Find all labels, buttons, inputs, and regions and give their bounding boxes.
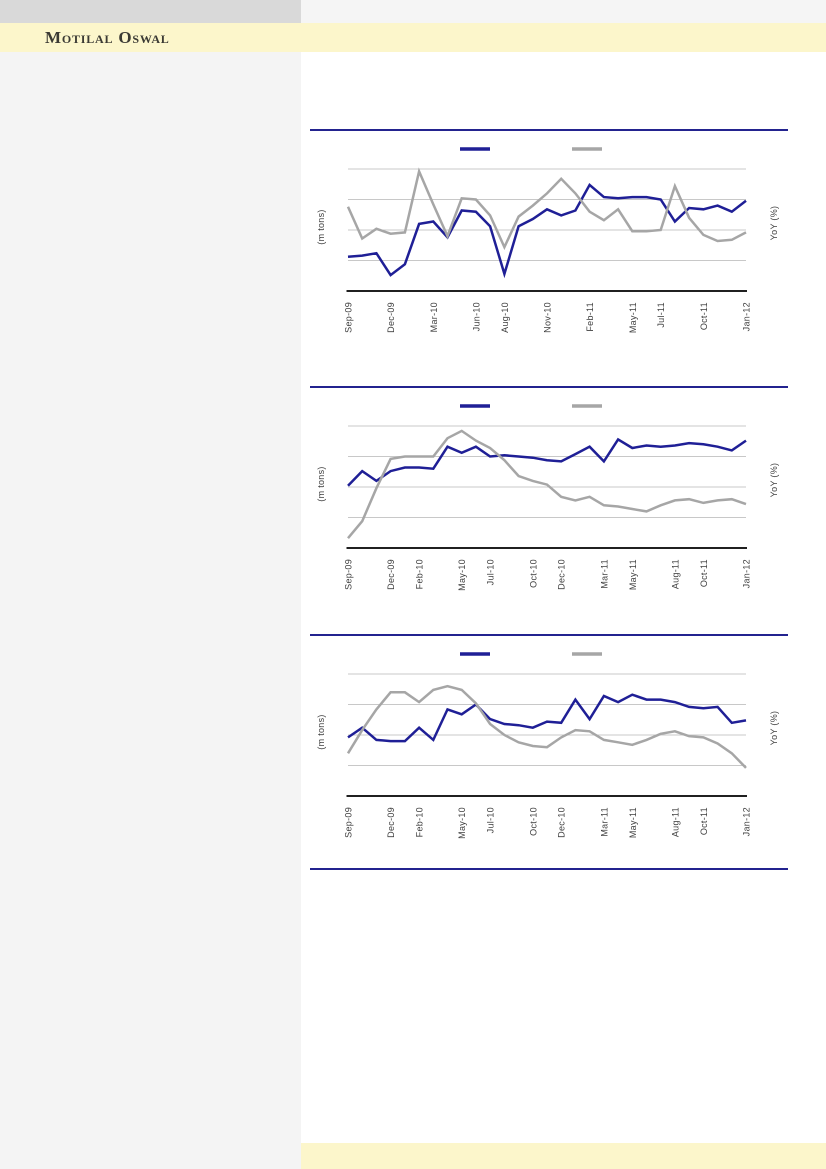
series-line-navy xyxy=(347,693,747,743)
x-axis-tick-label: Feb-11 xyxy=(585,302,595,332)
x-axis-tick-label: Aug-11 xyxy=(670,559,680,589)
section-divider-line xyxy=(310,868,788,870)
x-axis-tick-label: May-11 xyxy=(628,302,638,333)
series-line-gray xyxy=(346,684,747,769)
x-axis-tick-label: Dec-09 xyxy=(386,302,396,333)
x-axis-tick-label: Sep-09 xyxy=(344,559,354,590)
series-line-gray xyxy=(347,429,747,540)
series-line-navy xyxy=(347,437,747,487)
x-axis-tick-label: Sep-09 xyxy=(344,302,354,333)
brand-logo-text: Motilal Oswal xyxy=(45,28,170,47)
x-axis-tick-label: May-11 xyxy=(628,807,638,838)
chart-canvas: Sep-09 Dec-09 Feb-10 May-10 Jul-10 Oct-10 Dec-… xyxy=(316,404,779,591)
x-axis-tick-label: Oct-10 xyxy=(528,807,538,836)
y-axis-label-left: (m tons) xyxy=(316,714,326,749)
x-axis-tick-label: Dec-10 xyxy=(557,559,567,590)
x-axis-tick-label: Oct-10 xyxy=(528,559,538,588)
x-axis-tick-label: Jan-12 xyxy=(742,559,752,588)
x-axis-tick-label: Oct-11 xyxy=(699,559,709,587)
x-axis-tick-label: Mar-11 xyxy=(599,807,609,837)
y-axis-label-right: YoY (%) xyxy=(769,206,779,241)
x-axis-tick-label: Oct-11 xyxy=(699,302,709,330)
y-axis-label-right: YoY (%) xyxy=(769,463,779,498)
x-axis-tick-label: Jul-10 xyxy=(486,559,496,585)
left-margin-column xyxy=(0,52,301,1169)
x-axis-tick-label: May-10 xyxy=(457,559,467,591)
footer-yellow-band xyxy=(301,1143,826,1169)
x-axis-tick-label: Nov-10 xyxy=(543,302,553,333)
y-axis-label-left: (m tons) xyxy=(316,466,326,501)
x-axis-tick-label: Oct-11 xyxy=(699,807,709,835)
x-axis-tick-label: Dec-10 xyxy=(557,807,567,838)
x-axis-tick-label: Feb-10 xyxy=(415,807,425,837)
x-axis-tick-label: May-11 xyxy=(628,559,638,590)
brand-band: Motilal Oswal xyxy=(0,23,826,52)
x-axis-tick-label: May-10 xyxy=(457,807,467,839)
chart-canvas: Sep-09 Dec-09 Feb-10 May-10 Jul-10 Oct-10 Dec-… xyxy=(316,652,779,839)
x-axis-tick-label: Jul-11 xyxy=(656,302,666,328)
x-axis-tick-label: Mar-11 xyxy=(599,559,609,589)
x-axis-tick-label: Aug-11 xyxy=(670,807,680,837)
x-axis-tick-label: Jan-12 xyxy=(742,302,752,331)
x-axis-tick-label: Mar-10 xyxy=(429,302,439,332)
x-axis-tick-label: Jul-10 xyxy=(486,807,496,833)
x-axis-tick-label: Jun-10 xyxy=(471,302,481,331)
x-axis-tick-label: Aug-10 xyxy=(500,302,510,333)
x-axis-tick-label: Dec-09 xyxy=(386,559,396,590)
series-line-gray xyxy=(346,167,747,251)
header-gray-bar xyxy=(0,0,301,23)
chart-3-monthly-volume-yoy: Sep-09 Dec-09 Feb-10 May-10 Jul-10 Oct-10 Dec-… xyxy=(310,634,788,868)
chart-2-monthly-volume-yoy: Sep-09 Dec-09 Feb-10 May-10 Jul-10 Oct-10 Dec-… xyxy=(310,386,788,620)
chart-1-monthly-volume-yoy: Sep-09 Dec-09 Mar-10 Jun-10 Aug-10 Nov-10 Feb-… xyxy=(310,129,788,363)
header-light-strip xyxy=(301,0,826,23)
y-axis-label-right: YoY (%) xyxy=(769,711,779,746)
x-axis-tick-label: Dec-09 xyxy=(386,807,396,838)
x-axis-tick-label: Jan-12 xyxy=(742,807,752,836)
x-axis-tick-label: Sep-09 xyxy=(344,807,354,838)
chart-canvas: Sep-09 Dec-09 Mar-10 Jun-10 Aug-10 Nov-10 Feb-… xyxy=(316,147,779,333)
y-axis-label-left: (m tons) xyxy=(316,209,326,244)
series-line-navy xyxy=(347,182,747,279)
x-axis-tick-label: Feb-10 xyxy=(415,559,425,589)
